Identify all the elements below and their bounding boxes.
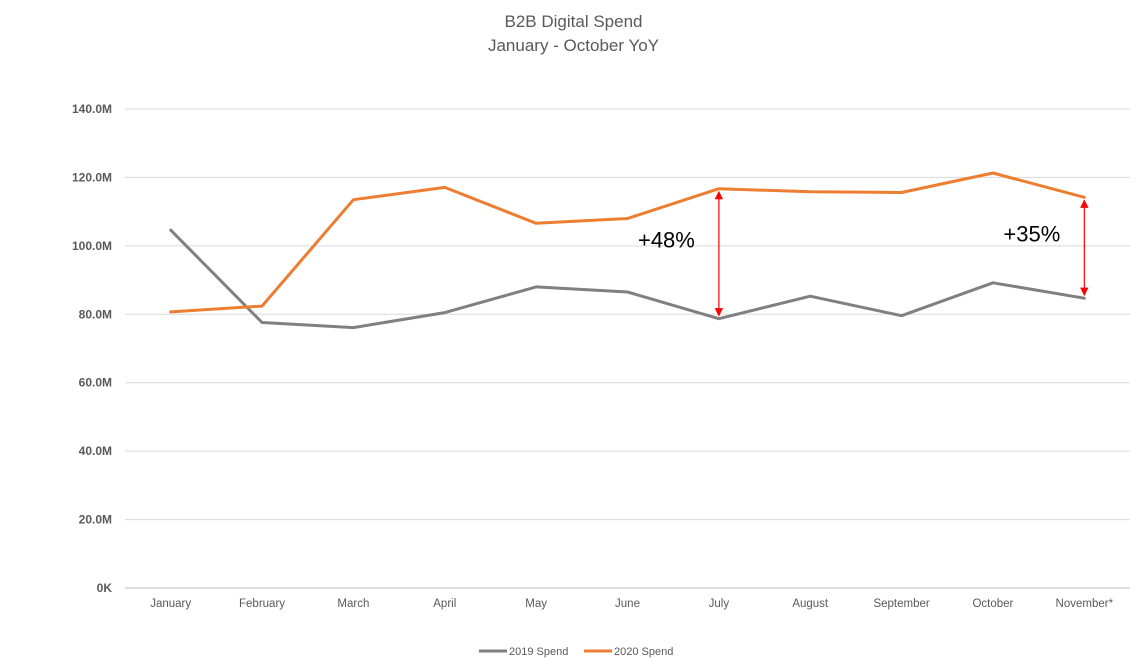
- series-line: [169, 171, 1086, 314]
- y-tick-label: 20.0M: [79, 513, 112, 527]
- x-tick-label: November*: [1056, 598, 1114, 610]
- y-tick-label: 40.0M: [79, 444, 112, 458]
- annotation-label: +35%: [1003, 222, 1060, 247]
- legend-label: 2020 Spend: [614, 646, 673, 658]
- x-tick-label: January: [150, 598, 191, 610]
- chart-title: B2B Digital Spend: [504, 12, 643, 31]
- annotation-label: +48%: [638, 228, 695, 253]
- x-tick-label: May: [525, 598, 547, 610]
- y-tick-label: 80.0M: [79, 307, 112, 321]
- x-tick-label: September: [873, 598, 929, 610]
- x-tick-label: July: [709, 598, 730, 610]
- series-line: [169, 228, 1086, 330]
- x-tick-label: October: [972, 598, 1013, 610]
- x-tick-label: June: [615, 598, 640, 610]
- y-tick-label: 140.0M: [72, 102, 112, 116]
- x-tick-label: April: [433, 598, 456, 610]
- y-tick-label: 60.0M: [79, 376, 112, 390]
- chart-subtitle: January - October YoY: [487, 36, 660, 55]
- y-tick-label: 0K: [97, 581, 113, 595]
- y-tick-label: 120.0M: [72, 170, 112, 184]
- y-tick-label: 100.0M: [72, 239, 112, 253]
- x-tick-label: March: [337, 598, 369, 610]
- legend-label: 2019 Spend: [509, 646, 568, 658]
- x-tick-label: August: [792, 598, 829, 610]
- x-tick-label: February: [239, 598, 285, 610]
